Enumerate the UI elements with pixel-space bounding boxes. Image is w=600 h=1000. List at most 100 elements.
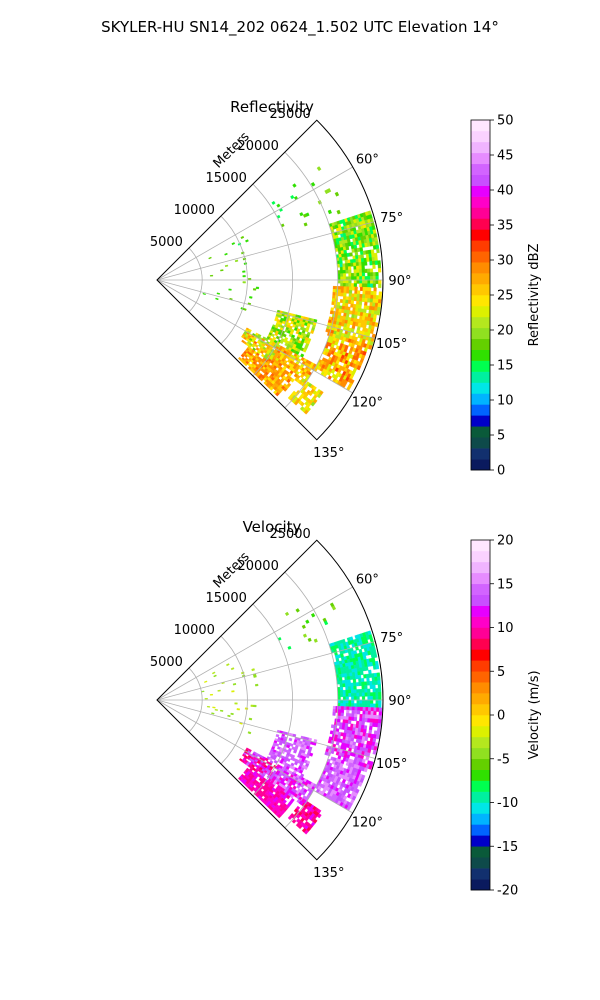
echo-cell [285, 794, 291, 800]
colorbar-segment [471, 802, 490, 814]
colorbar-segment [471, 163, 490, 175]
echo-cell [214, 708, 218, 711]
echo-cell [367, 276, 371, 281]
colorbar-segment [471, 561, 490, 574]
echo-cell [364, 301, 368, 307]
polar-panel-1: Velocity 5000 10000 15000 20000 25000 60° 75° 90… [150, 518, 542, 899]
echo-cell [332, 705, 337, 710]
echo-cell [359, 703, 363, 708]
colorbar-tick-label: -15 [497, 840, 518, 855]
echo-cell [361, 699, 366, 704]
colorbar-segment [471, 371, 490, 383]
echo-cell [356, 696, 360, 701]
echo-cell [369, 684, 373, 690]
echo-cell [202, 292, 206, 296]
echo-cell [349, 252, 353, 257]
echo-cell [340, 270, 344, 274]
echo-cell [332, 712, 336, 716]
echo-cell [340, 690, 344, 694]
echo-cell [351, 699, 355, 704]
echo-cell [378, 291, 382, 296]
echo-cell [355, 262, 360, 267]
echo-cell [373, 711, 377, 716]
echo-cell [356, 265, 360, 270]
echo-cell [224, 252, 228, 256]
colorbar-segment [471, 426, 490, 438]
colorbar-tick-label: 35 [497, 219, 514, 234]
echo-cell [364, 685, 368, 690]
echo-cell [330, 749, 335, 755]
colorbar-tick-label: 15 [497, 577, 514, 592]
echo-cell [305, 328, 310, 333]
colorbar-segment [471, 758, 490, 770]
echo-cell [259, 377, 264, 382]
echo-cell [377, 719, 382, 724]
echo-cell [347, 686, 352, 691]
echo-cell [308, 391, 314, 397]
echo-cell [316, 166, 322, 172]
colorbar-segment [471, 671, 490, 683]
colorbar-segment [471, 638, 490, 650]
echo-cell [375, 703, 379, 708]
echo-cell [234, 702, 238, 705]
echo-cell [358, 781, 363, 787]
colorbar: -20 -15 -10 -5 0 5 10 15 20 Velocity (m/s) [470, 534, 542, 899]
echo-cell [354, 290, 358, 295]
echo-cell [336, 209, 341, 215]
echo-cell [345, 713, 350, 717]
echo-cell [354, 713, 358, 718]
echo-cell [352, 678, 357, 684]
echo-cell [253, 675, 257, 678]
colorbar-segment [471, 382, 490, 394]
angle-gridline [156, 221, 376, 281]
angle-gridline [156, 166, 353, 281]
echo-cell [364, 699, 368, 704]
echo-cell [217, 689, 221, 692]
echo-cell [373, 233, 378, 238]
colorbar-tick-label: 10 [497, 394, 514, 409]
echo-cell [359, 713, 363, 719]
echo-cell [359, 279, 363, 284]
colorbar-segment [471, 273, 490, 285]
echo-cell [293, 761, 299, 766]
echo-cell [357, 674, 362, 680]
range-tick-label: 10000 [174, 203, 215, 218]
echo-cell [353, 276, 357, 281]
echo-cell [340, 279, 344, 284]
colorbar-segment [471, 327, 490, 340]
echo-cell [362, 286, 366, 292]
echo-cell [361, 272, 366, 277]
angle-gridline [156, 279, 353, 394]
colorbar-tick-label: 20 [497, 534, 514, 549]
echo-cell [353, 244, 358, 249]
echo-cell [332, 285, 337, 290]
echo-cell [313, 638, 318, 643]
colorbar-tick-label: 20 [497, 324, 514, 339]
echo-cell [358, 304, 362, 309]
echo-cell [364, 268, 368, 273]
range-tick-label: 5000 [150, 655, 183, 670]
echo-cell [249, 787, 254, 792]
echo-cell [216, 292, 221, 295]
echo-cell [279, 340, 284, 345]
colorbar-segment [471, 448, 490, 460]
echo-cell [342, 269, 347, 274]
echo-cell [243, 362, 248, 367]
colorbar-segment [471, 295, 490, 307]
echo-cell [356, 279, 360, 284]
range-tick-label: 10000 [174, 623, 215, 638]
echo-cell [270, 333, 275, 338]
echo-cell [378, 691, 382, 697]
colorbar-segment [471, 627, 490, 639]
echo-cell [347, 719, 352, 725]
echo-cell [367, 283, 371, 288]
echo-cell [370, 272, 374, 277]
echo-cell [243, 307, 247, 311]
echo-cell [378, 715, 382, 720]
echo-cell [290, 194, 295, 200]
echo-cell [351, 696, 355, 701]
echo-cell [375, 699, 379, 705]
echo-cell [342, 283, 347, 287]
colorbar-segment [471, 338, 490, 350]
